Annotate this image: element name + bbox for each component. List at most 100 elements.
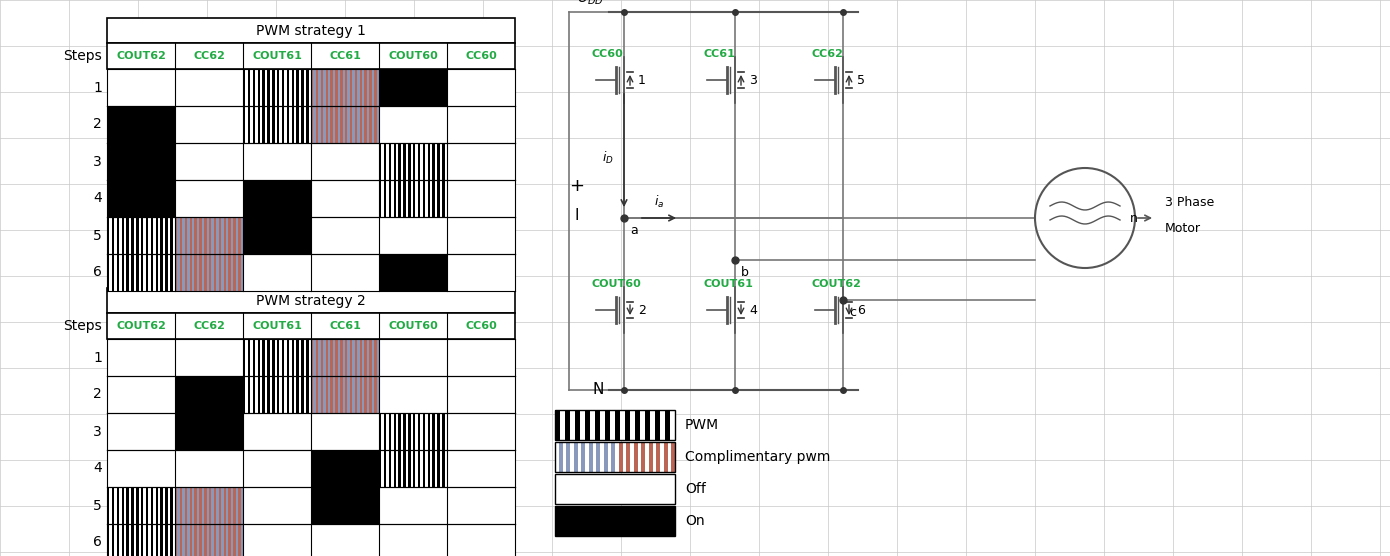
Text: CC60: CC60 (466, 51, 496, 61)
Bar (442, 413, 445, 450)
Bar (370, 106, 371, 143)
Bar (292, 376, 295, 413)
Bar (438, 413, 439, 450)
Bar (257, 339, 260, 376)
Bar (243, 143, 311, 180)
Bar (311, 413, 379, 450)
Bar (179, 524, 182, 556)
Bar (253, 376, 256, 413)
Bar (243, 487, 311, 524)
Bar (341, 376, 342, 413)
Bar (263, 339, 265, 376)
Text: CC61: CC61 (703, 49, 735, 59)
Bar (286, 69, 289, 106)
Text: I: I (574, 208, 580, 224)
Bar (379, 450, 381, 487)
Bar (257, 376, 260, 413)
Bar (321, 376, 322, 413)
Bar (195, 524, 197, 556)
Bar (185, 487, 188, 524)
Bar (379, 339, 448, 376)
Bar (150, 217, 153, 254)
Bar (448, 339, 516, 376)
Bar (595, 410, 600, 440)
Bar (555, 410, 676, 440)
Bar (389, 413, 391, 450)
Bar (243, 106, 246, 143)
Text: CC60: CC60 (466, 321, 496, 331)
Bar (409, 450, 410, 487)
Text: Steps: Steps (64, 319, 101, 333)
Bar (175, 487, 178, 524)
Bar (423, 180, 425, 217)
Bar (325, 106, 328, 143)
Text: PWM: PWM (685, 418, 719, 432)
Text: 6: 6 (93, 266, 101, 280)
Bar (350, 69, 352, 106)
Bar (370, 69, 371, 106)
Bar (409, 143, 410, 180)
Bar (585, 442, 589, 472)
Bar (409, 180, 410, 217)
Bar (413, 450, 416, 487)
Bar (117, 254, 120, 291)
Bar (325, 69, 328, 106)
Bar (175, 217, 243, 254)
Bar (423, 143, 425, 180)
Bar (107, 487, 110, 524)
Bar (218, 254, 221, 291)
Bar (389, 450, 391, 487)
Bar (107, 450, 175, 487)
Bar (345, 376, 348, 413)
Bar (311, 106, 379, 143)
Bar (263, 106, 265, 143)
Bar (156, 254, 158, 291)
Text: 3 Phase: 3 Phase (1165, 196, 1215, 210)
Bar (570, 442, 574, 472)
Bar (234, 487, 236, 524)
Bar (228, 487, 231, 524)
Bar (121, 217, 124, 254)
Bar (360, 376, 361, 413)
Text: +: + (570, 177, 585, 195)
Bar (224, 524, 227, 556)
Bar (311, 69, 379, 106)
Bar (243, 450, 311, 487)
Bar (272, 69, 275, 106)
Bar (311, 69, 313, 106)
Bar (150, 524, 153, 556)
Text: 2: 2 (93, 117, 101, 132)
Bar (107, 143, 175, 180)
Text: 6: 6 (93, 535, 101, 549)
Bar (131, 487, 133, 524)
Bar (448, 180, 516, 217)
Bar (117, 217, 120, 254)
Bar (228, 254, 231, 291)
Bar (316, 339, 318, 376)
Bar (121, 524, 124, 556)
Bar (224, 217, 227, 254)
Bar (175, 450, 243, 487)
Bar (555, 442, 614, 472)
Text: $i_a$: $i_a$ (653, 194, 664, 210)
Bar (331, 339, 332, 376)
Bar (243, 413, 311, 450)
Bar (354, 106, 357, 143)
Bar (267, 106, 270, 143)
Bar (564, 410, 570, 440)
Bar (418, 180, 420, 217)
Bar (364, 106, 367, 143)
Text: N: N (592, 383, 605, 398)
Bar (282, 69, 285, 106)
Bar (146, 524, 149, 556)
Bar (224, 487, 227, 524)
Bar (175, 180, 243, 217)
Bar (448, 450, 516, 487)
Text: a: a (630, 224, 638, 237)
Bar (555, 442, 559, 472)
Bar (667, 442, 671, 472)
Bar (253, 106, 256, 143)
Bar (218, 217, 221, 254)
Text: 5: 5 (93, 229, 101, 242)
Bar (272, 376, 275, 413)
